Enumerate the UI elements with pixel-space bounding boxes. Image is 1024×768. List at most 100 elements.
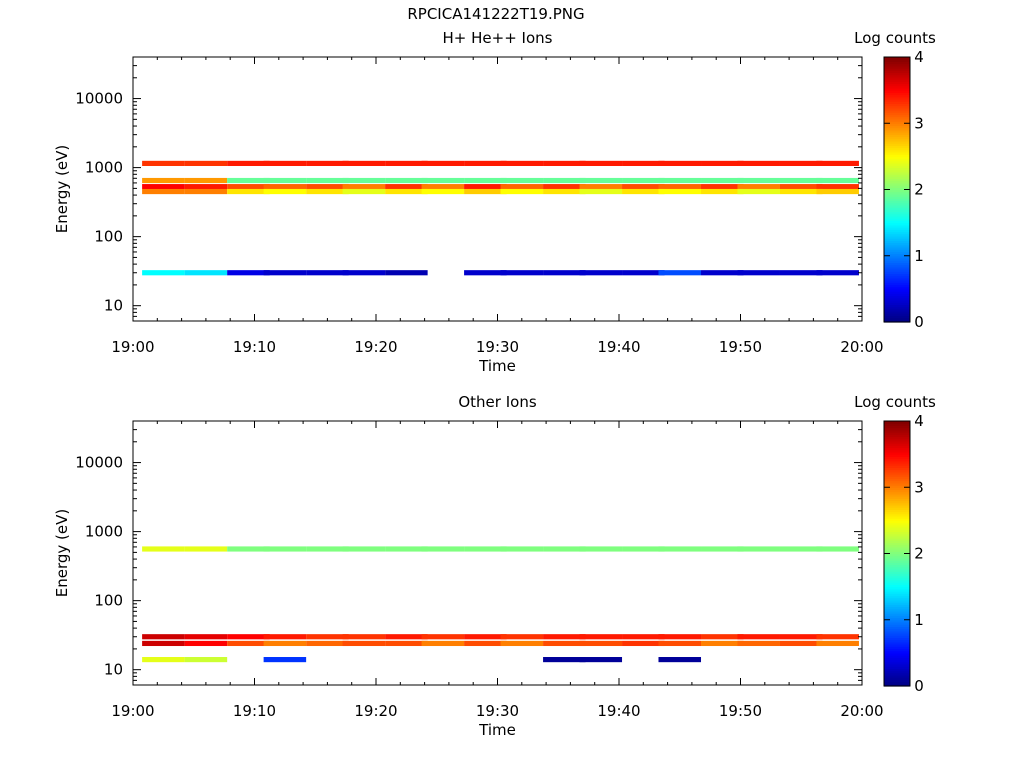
bottom-colorbar-step bbox=[884, 626, 910, 630]
figure-title: RPCICA141222T19.PNG bbox=[407, 5, 584, 23]
bottom-colorbar-step bbox=[884, 573, 910, 577]
bottom-colorbar-step bbox=[884, 469, 910, 473]
top-colorbar-step bbox=[884, 158, 910, 162]
top-cell-0-9 bbox=[500, 160, 544, 166]
bottom-colorbar-step bbox=[884, 582, 910, 586]
top-colorbar-step bbox=[884, 224, 910, 228]
top-cell-1-16 bbox=[779, 177, 823, 184]
bottom-xtick-label-1: 19:10 bbox=[233, 702, 276, 720]
bottom-colorbar-tick-label-2: 2 bbox=[914, 545, 924, 563]
bottom-colorbar-step bbox=[884, 606, 910, 610]
bottom-colorbar-step bbox=[884, 663, 910, 667]
top-colorbar-step bbox=[884, 246, 910, 250]
top-colorbar-step bbox=[884, 125, 910, 129]
bottom-colorbar-step bbox=[884, 659, 910, 663]
bottom-cell-0-7 bbox=[421, 546, 465, 552]
bottom-cell-2-1 bbox=[184, 640, 228, 647]
bottom-cell-2-15 bbox=[737, 640, 780, 647]
bottom-colorbar-step bbox=[884, 502, 910, 506]
top-colorbar-step bbox=[884, 310, 910, 314]
bottom-colorbar-step bbox=[884, 511, 910, 515]
bottom-cell-0-16 bbox=[779, 546, 823, 552]
top-colorbar-step bbox=[884, 242, 910, 246]
top-colorbar-step bbox=[884, 262, 910, 266]
top-colorbar-step bbox=[884, 74, 910, 78]
top-cell-0-4 bbox=[306, 160, 349, 166]
bottom-ytick-label-2: 1000 bbox=[85, 523, 123, 541]
bottom-cell-2-8 bbox=[464, 640, 507, 647]
top-cell-4-16 bbox=[779, 270, 823, 276]
bottom-colorbar-step bbox=[884, 549, 910, 552]
bottom-colorbar-step bbox=[884, 436, 910, 440]
top-colorbar-step bbox=[884, 196, 910, 199]
top-cell-2-15 bbox=[737, 184, 780, 190]
top-cell-3-11 bbox=[579, 188, 623, 195]
top-colorbar-step bbox=[884, 72, 910, 76]
bottom-cell-0-5 bbox=[342, 546, 386, 552]
top-cell-3-2 bbox=[227, 188, 270, 195]
bottom-cell-0-10 bbox=[543, 546, 586, 552]
bottom-cell-1-2 bbox=[227, 634, 270, 640]
top-cell-0-12 bbox=[622, 160, 665, 166]
top-colorbar-step bbox=[884, 257, 910, 261]
top-cell-3-9 bbox=[500, 188, 544, 195]
top-cell-3-0 bbox=[142, 188, 185, 195]
bottom-colorbar-step bbox=[884, 655, 910, 658]
bottom-cell-2-9 bbox=[500, 640, 544, 647]
top-colorbar-step bbox=[884, 200, 910, 204]
bottom-colorbar-step bbox=[884, 462, 910, 466]
bottom-colorbar-step bbox=[884, 535, 910, 539]
bottom-cell-1-17 bbox=[816, 634, 859, 640]
top-colorbar-step bbox=[884, 233, 910, 237]
bottom-colorbar-step bbox=[884, 617, 910, 621]
top-cell-0-6 bbox=[385, 160, 428, 166]
top-cell-3-5 bbox=[342, 188, 386, 195]
bottom-cell-1-10 bbox=[543, 634, 586, 640]
top-cell-2-6 bbox=[385, 184, 428, 190]
top-cell-3-4 bbox=[306, 188, 349, 195]
bottom-cell-2-2 bbox=[227, 640, 270, 647]
bottom-cell-1-15 bbox=[737, 634, 780, 640]
bottom-cell-2-3 bbox=[263, 640, 307, 647]
top-cell-2-14 bbox=[701, 184, 744, 190]
top-colorbar-step bbox=[884, 101, 910, 104]
top-colorbar-step bbox=[884, 189, 910, 193]
top-colorbar-step bbox=[884, 207, 910, 210]
bottom-cell-0-0 bbox=[142, 546, 185, 552]
top-cell-2-11 bbox=[579, 184, 623, 190]
top-colorbar-step bbox=[884, 160, 910, 164]
top-colorbar-step bbox=[884, 110, 910, 113]
top-colorbar-step bbox=[884, 83, 910, 87]
top-cell-4-15 bbox=[737, 270, 780, 276]
bottom-colorbar-step bbox=[884, 491, 910, 495]
bottom-cell-1-16 bbox=[779, 634, 823, 640]
top-colorbar-step bbox=[884, 293, 910, 297]
bottom-colorbar-step bbox=[884, 621, 910, 625]
bottom-colorbar-step bbox=[884, 467, 910, 471]
top-ytick-label-3: 10000 bbox=[75, 90, 123, 108]
top-cell-3-12 bbox=[622, 188, 665, 195]
bottom-colorbar-step bbox=[884, 591, 910, 594]
top-colorbar-step bbox=[884, 61, 910, 65]
top-cell-2-10 bbox=[543, 184, 586, 190]
bottom-colorbar-step bbox=[884, 460, 910, 464]
top-colorbar-step bbox=[884, 304, 910, 308]
top-cell-4-0 bbox=[142, 270, 185, 276]
bottom-ytick-label-3: 10000 bbox=[75, 454, 123, 472]
top-colorbar-step bbox=[884, 143, 910, 146]
top-cell-1-10 bbox=[543, 177, 586, 184]
bottom-cell-1-9 bbox=[500, 634, 544, 640]
bottom-colorbar-step bbox=[884, 602, 910, 605]
bottom-colorbar-step bbox=[884, 456, 910, 460]
bottom-colorbar-step bbox=[884, 599, 910, 603]
bottom-cell-2-12 bbox=[622, 640, 665, 647]
top-colorbar-step bbox=[884, 231, 910, 235]
top-cell-3-7 bbox=[421, 188, 465, 195]
bottom-colorbar-step bbox=[884, 427, 910, 431]
bottom-cell-3-3 bbox=[263, 657, 307, 663]
top-cell-3-13 bbox=[658, 188, 702, 195]
top-ytick-label-2: 1000 bbox=[85, 159, 123, 177]
bottom-colorbar-step bbox=[884, 538, 910, 541]
top-colorbar-step bbox=[884, 59, 910, 63]
